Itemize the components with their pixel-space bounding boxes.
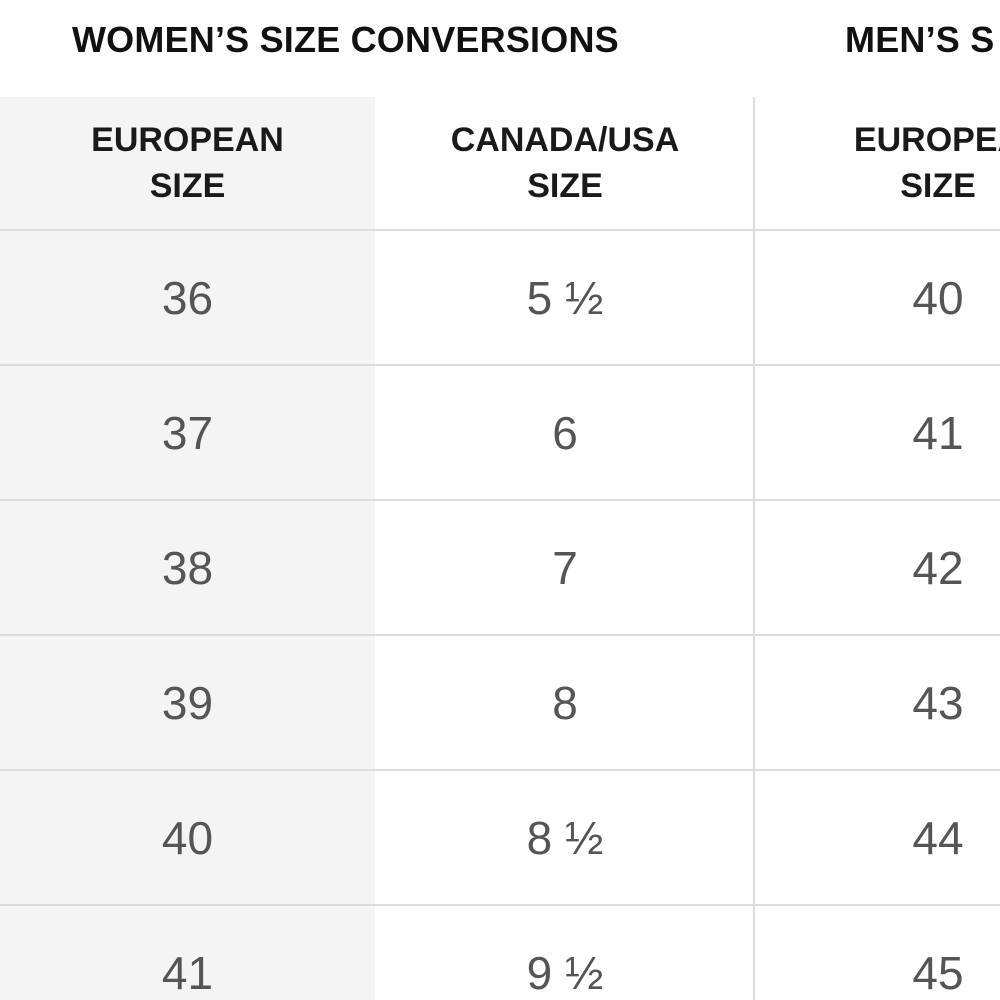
- men-european-size-cell: 41: [912, 406, 964, 459]
- size-table: EUROPEAN SIZE CANADA/USA SIZE EUROPEA SI…: [0, 97, 1000, 1000]
- women-canada-usa-size-cell: 6: [552, 406, 578, 459]
- women-european-size-cell: 39: [161, 676, 214, 729]
- men-european-size-cell: 40: [912, 271, 964, 324]
- women-european-size-header: EUROPEAN SIZE: [91, 121, 284, 205]
- women-european-size-cell: 41: [161, 946, 214, 999]
- men-section-title: MEN’S S: [845, 19, 995, 60]
- women-european-size-cell: 36: [161, 271, 214, 324]
- women-men-divider: [753, 97, 755, 1000]
- women-canada-usa-size-cell: 7: [552, 541, 578, 594]
- men-european-size-cell: 44: [912, 811, 964, 864]
- women-canada-usa-size-cell: 5 ½: [526, 271, 604, 324]
- row-divider: [0, 634, 1000, 636]
- men-european-size-cell: 43: [912, 676, 964, 729]
- men-european-size-header: EUROPEA SIZE: [853, 121, 1000, 205]
- women-canada-usa-size-header: CANADA/USA SIZE: [450, 121, 680, 205]
- women-canada-usa-size-cell: 8: [552, 676, 578, 729]
- men-european-size-cell: 45: [912, 946, 964, 999]
- women-european-size-cell: 38: [161, 541, 214, 594]
- row-divider: [0, 229, 1000, 231]
- women-section-title: WOMEN’S SIZE CONVERSIONS: [72, 19, 619, 60]
- women-european-size-cell: 40: [161, 811, 214, 864]
- women-canada-usa-size-cell: 9 ½: [526, 946, 604, 999]
- row-divider: [0, 904, 1000, 906]
- women-european-size-cell: 37: [161, 406, 214, 459]
- row-divider: [0, 499, 1000, 501]
- european-column-shading: [0, 97, 375, 1000]
- row-divider: [0, 769, 1000, 771]
- row-divider: [0, 364, 1000, 366]
- men-european-size-cell: 42: [912, 541, 964, 594]
- women-canada-usa-size-cell: 8 ½: [526, 811, 604, 864]
